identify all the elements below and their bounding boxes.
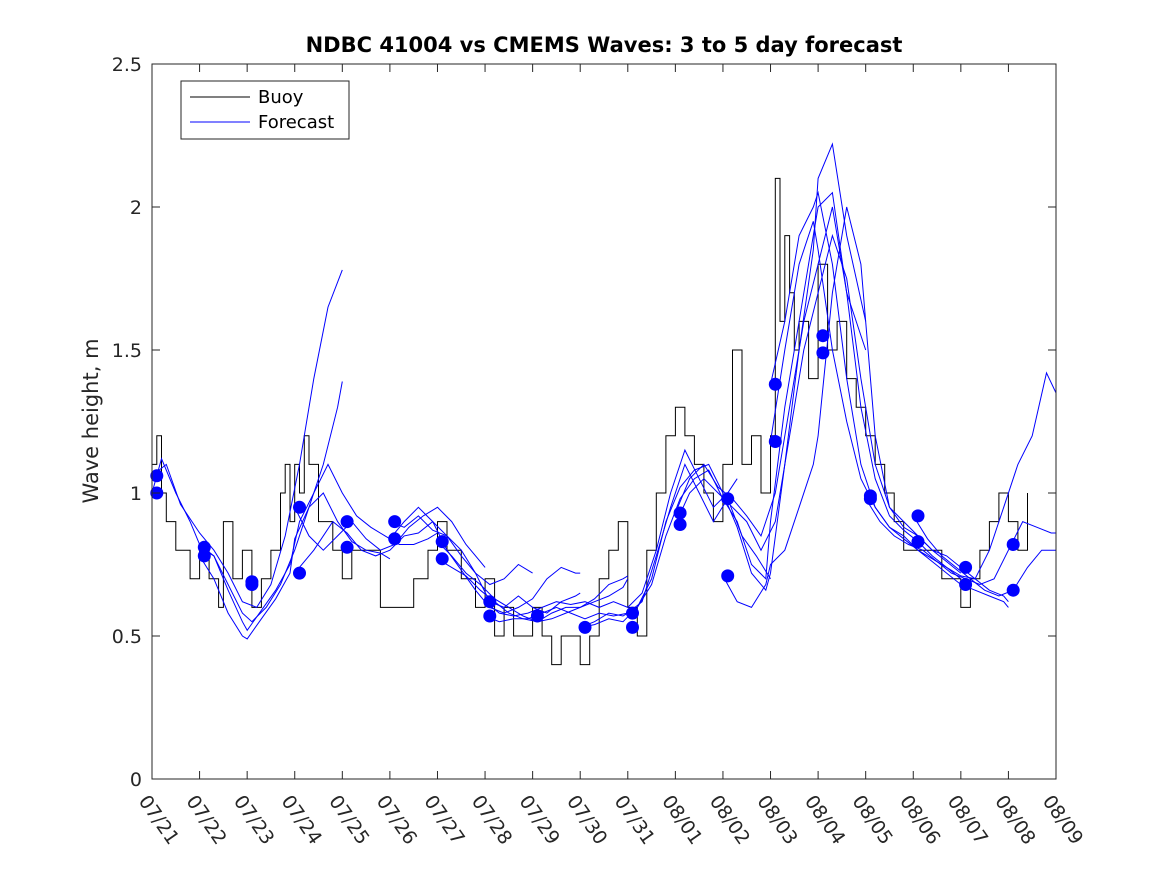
legend: Buoy Forecast (180, 80, 350, 140)
forecast-marker-point (578, 620, 592, 634)
forecast-marker-point (435, 535, 449, 549)
forecast-marker-point (911, 535, 925, 549)
forecast-series-line-6 (294, 520, 533, 586)
plot-axes-box (151, 63, 1057, 780)
forecast-marker-point (768, 377, 782, 391)
forecast-series-line-3 (199, 463, 438, 632)
forecast-marker-point (911, 509, 925, 523)
legend-buoy-label: Buoy (258, 87, 304, 108)
forecast-marker-point (816, 346, 830, 360)
forecast-marker-point (483, 609, 497, 623)
forecast-marker-point (150, 469, 164, 483)
y-tick-label: 1.5 (112, 340, 142, 362)
series-layer (150, 142, 1057, 666)
forecast-marker-point (959, 560, 973, 574)
forecast-marker-point (388, 515, 402, 529)
forecast-marker-point (673, 518, 687, 531)
forecast-marker-point (626, 606, 639, 620)
legend-forecast-label: Forecast (258, 112, 334, 133)
y-axis: 0 0.5 1 1.5 2 2.5 (112, 54, 1056, 791)
forecast-marker-point (768, 435, 782, 448)
forecast-marker-point (1006, 583, 1020, 597)
forecast-marker-point (816, 329, 830, 343)
forecast-marker-point (1006, 538, 1020, 551)
forecast-marker-point (388, 532, 402, 546)
forecast-marker-point (197, 549, 211, 563)
forecast-marker-point (530, 609, 544, 623)
forecast-marker-point (673, 506, 687, 520)
buoy-series-line (152, 177, 1028, 666)
y-tick-label: 2.5 (112, 54, 142, 76)
forecast-marker-point (245, 578, 259, 591)
forecast-marker-point (721, 569, 735, 583)
y-tick-label: 0.5 (112, 626, 142, 648)
y-axis-label: Wave height, m (79, 338, 103, 503)
forecast-marker-point (483, 595, 497, 609)
forecast-marker-point (293, 500, 306, 514)
y-tick-label: 1 (130, 483, 142, 505)
forecast-series-line-11 (484, 448, 738, 617)
forecast-marker-point (863, 492, 877, 506)
legend-box (180, 80, 350, 140)
forecast-marker-point (293, 566, 306, 580)
forecast-series-line-2 (151, 381, 343, 623)
forecast-marker-point (721, 492, 735, 506)
forecast-marker-point (959, 578, 973, 591)
forecast-series-line-4 (199, 492, 391, 640)
chart-title: NDBC 41004 vs CMEMS Waves: 3 to 5 day fo… (306, 33, 903, 57)
forecast-marker-point (340, 540, 354, 554)
forecast-marker-point (340, 515, 354, 529)
y-tick-label: 0 (130, 769, 142, 791)
forecast-series-line-19 (770, 221, 1057, 580)
forecast-marker-point (626, 620, 639, 634)
y-tick-label: 2 (130, 197, 142, 219)
forecast-marker-point (435, 552, 449, 566)
forecast-series-line-21 (912, 515, 1056, 597)
